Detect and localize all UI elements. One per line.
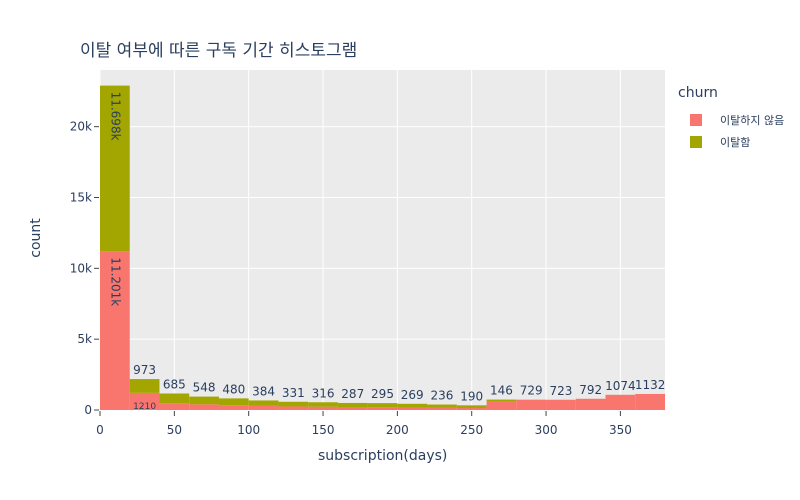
bar-label-top: 973 — [133, 363, 156, 377]
bar-churned — [129, 379, 160, 393]
bar-not-churned — [189, 404, 219, 410]
bar-churned — [218, 398, 249, 406]
bar-not-churned — [456, 408, 487, 410]
bar-not-churned — [308, 406, 338, 410]
plot-background — [100, 70, 665, 410]
bar-label-top: 384 — [252, 384, 275, 398]
bar-label-inside: 11.698k — [108, 92, 122, 141]
bar-label-top: 1074 — [605, 379, 636, 393]
x-tick-label: 350 — [609, 423, 632, 437]
bar-label-top: 236 — [431, 389, 454, 403]
axes: 0 5k 10k 15k 20k 0 50 100 150 200 250 300 350 — [70, 120, 632, 437]
bar-label-top: 190 — [460, 389, 483, 403]
chart-title: 이탈 여부에 따른 구독 기간 히스토그램 — [80, 41, 358, 61]
bar-churned — [456, 405, 487, 409]
bar-label-top: 316 — [312, 386, 335, 400]
bar-churned — [308, 402, 338, 407]
x-tick-label: 200 — [386, 423, 409, 437]
bar-churned — [278, 401, 309, 407]
legend[interactable]: churn 이탈하지 않음 이탈함 — [678, 85, 784, 153]
bar-churned — [427, 404, 457, 408]
legend-label-churned: 이탈함 — [720, 136, 751, 149]
x-tick-label: 50 — [167, 423, 182, 437]
x-tick-label: 100 — [237, 423, 260, 437]
bar-label-inside: 11.201k — [108, 257, 122, 306]
bar-not-churned — [159, 403, 190, 410]
bar-label-top: 287 — [341, 387, 364, 401]
legend-title: churn — [678, 85, 718, 101]
bar-not-churned — [100, 251, 130, 410]
legend-swatch-churned — [690, 136, 702, 148]
bar-label-top: 729 — [520, 384, 543, 398]
bar-labels: 11.201k 11.698k 1210 973 685 548 480 384 331 316 2… — [108, 92, 665, 412]
y-axis-label: count — [28, 218, 44, 258]
legend-swatch-not-churned — [690, 114, 702, 126]
y-tick-label: 10k — [70, 261, 92, 275]
bar-label-top: 548 — [193, 381, 216, 395]
bar-churned — [159, 393, 190, 404]
bar-not-churned — [129, 392, 160, 410]
x-tick-label: 250 — [460, 423, 483, 437]
bar-not-churned — [635, 393, 665, 410]
bar-not-churned — [397, 407, 428, 410]
legend-item-not-churned[interactable]: 이탈하지 않음 — [678, 109, 784, 131]
legend-item-churned[interactable]: 이탈함 — [678, 131, 784, 153]
bar-churned — [337, 402, 368, 408]
x-tick-label: 150 — [312, 423, 335, 437]
bar-not-churned — [337, 407, 368, 410]
bars — [100, 85, 665, 410]
bar-not-churned — [427, 407, 457, 410]
bar-not-churned — [248, 405, 279, 410]
x-tick-label: 300 — [535, 423, 558, 437]
bar-label-top: 723 — [549, 384, 572, 398]
bar-not-churned — [486, 401, 517, 410]
bar-not-churned — [278, 406, 309, 410]
bar-label-inside: 1210 — [133, 402, 156, 412]
bar-not-churned — [575, 398, 606, 410]
bar-churned — [367, 403, 398, 408]
bar-not-churned — [605, 394, 636, 410]
gridlines — [99, 70, 665, 411]
bar-label-top: 685 — [163, 377, 186, 391]
bar-label-top: 146 — [490, 384, 513, 398]
x-tick-label: 0 — [96, 423, 104, 437]
bar-churned — [189, 396, 219, 405]
y-tick-label: 20k — [70, 120, 92, 134]
bar-churned — [100, 85, 130, 252]
y-tick-label: 15k — [70, 191, 92, 205]
bar-churned — [486, 399, 517, 402]
bar-not-churned — [218, 405, 249, 410]
bar-not-churned — [546, 399, 576, 410]
legend-label-not-churned: 이탈하지 않음 — [720, 114, 785, 127]
bar-label-top: 295 — [371, 387, 394, 401]
bar-not-churned — [367, 407, 398, 410]
bar-label-top: 480 — [222, 382, 245, 396]
bar-not-churned — [516, 399, 547, 410]
bar-churned — [248, 400, 279, 406]
bar-churned — [397, 403, 428, 408]
bar-label-top: 1132 — [635, 378, 666, 392]
x-axis-label: subscription(days) — [318, 448, 448, 464]
bar-label-top: 331 — [282, 386, 305, 400]
bar-label-top: 269 — [401, 388, 424, 402]
bar-label-top: 792 — [579, 383, 602, 397]
y-tick-label: 0 — [84, 403, 92, 417]
y-tick-label: 5k — [77, 332, 92, 346]
